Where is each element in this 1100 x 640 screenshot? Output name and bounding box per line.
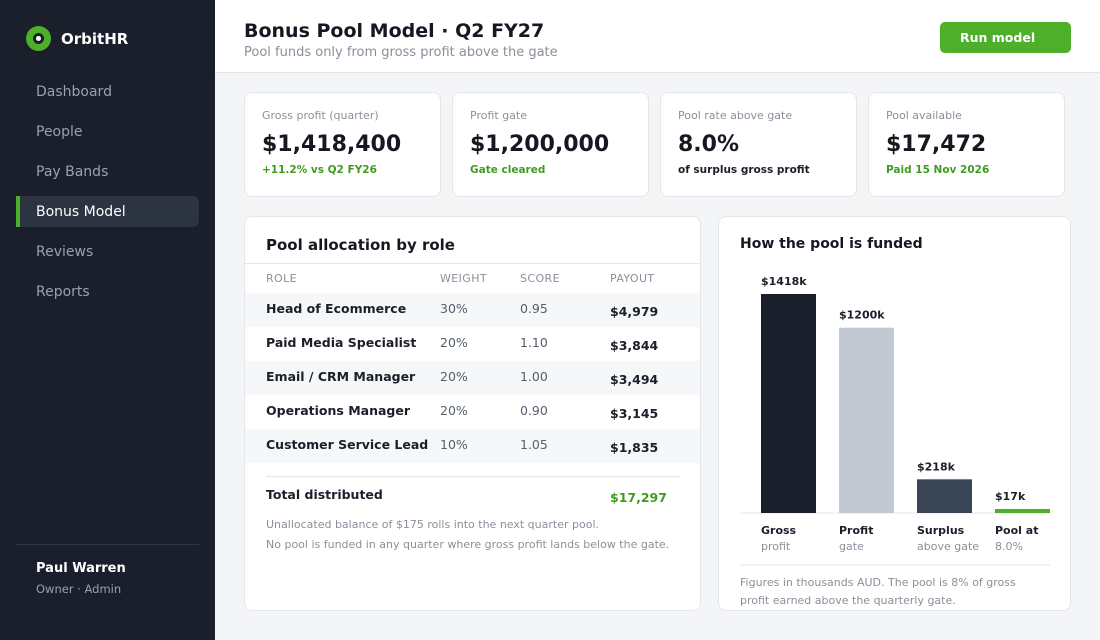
cell-weight: 10% <box>440 437 468 452</box>
page-header: Bonus Pool Model · Q2 FY27 Pool funds on… <box>215 0 1100 73</box>
table-row[interactable]: Operations Manager 20% 0.90 $3,145 <box>245 395 700 429</box>
cell-score: 1.05 <box>520 437 548 452</box>
cell-score: 0.90 <box>520 403 548 418</box>
cell-weight: 20% <box>440 369 468 384</box>
page-subtitle: Pool funds only from gross profit above … <box>244 45 558 60</box>
user-name: Paul Warren <box>36 561 126 576</box>
bar-3 <box>917 479 972 513</box>
cell-payout: $3,494 <box>610 372 659 387</box>
allocation-title: Pool allocation by role <box>266 236 455 254</box>
kpi-pool-available: Pool available $17,472 Paid 15 Nov 2026 <box>868 92 1065 197</box>
funding-title: How the pool is funded <box>740 236 923 252</box>
column-header-role: ROLE <box>266 272 297 285</box>
cell-weight: 20% <box>440 335 468 350</box>
data-label-1: $1418k <box>761 275 807 288</box>
brand[interactable]: OrbitHR <box>26 26 128 51</box>
bar-4 <box>995 509 1050 513</box>
data-label-3: $218k <box>917 460 956 473</box>
kpi-label: Pool available <box>886 109 962 122</box>
kpi-gross-profit: Gross profit (quarter) $1,418,400 +11.2%… <box>244 92 441 197</box>
kpi-label: Pool rate above gate <box>678 109 793 122</box>
cell-payout: $1,835 <box>610 440 659 455</box>
cell-role: Email / CRM Manager <box>266 369 416 384</box>
kpi-label: Profit gate <box>470 109 527 122</box>
funding-card: How the pool is funded $1418k Gross profit… <box>718 216 1071 611</box>
run-model-button[interactable]: Run model <box>940 22 1071 53</box>
data-label-4: $17k <box>995 490 1026 503</box>
category-sublabel-2: gate <box>839 540 864 553</box>
page-title: Bonus Pool Model · Q2 FY27 <box>244 20 545 42</box>
cell-score: 0.95 <box>520 301 548 316</box>
cell-score: 1.00 <box>520 369 548 384</box>
sidebar-item-pay-bands[interactable]: Pay Bands <box>36 163 109 180</box>
cell-score: 1.10 <box>520 335 548 350</box>
cell-role: Paid Media Specialist <box>266 335 417 350</box>
cell-role: Head of Ecommerce <box>266 301 407 316</box>
kpi-value: $1,200,000 <box>470 132 610 157</box>
category-label-1: Gross <box>761 524 797 537</box>
funding-bar-chart: $1418k Gross profit $1200k Profit gate $218k Su… <box>740 275 1050 566</box>
brand-name: OrbitHR <box>61 29 129 48</box>
sidebar-nav: Dashboard People Pay Bands Bonus Model R… <box>16 76 199 316</box>
table-row[interactable]: Email / CRM Manager 20% 1.00 $3,494 <box>245 361 700 395</box>
sidebar-item-dashboard[interactable]: Dashboard <box>36 83 112 100</box>
allocation-card: Pool allocation by role ROLE WEIGHT SCOR… <box>244 216 701 611</box>
kpi-value: $1,418,400 <box>262 132 402 157</box>
total-value: $17,297 <box>610 490 667 505</box>
category-sublabel-1: profit <box>761 540 791 553</box>
cell-payout: $4,979 <box>610 304 659 319</box>
kpi-note: of surplus gross profit <box>678 164 810 176</box>
table-row[interactable]: Customer Service Lead 10% 1.05 $1,835 <box>245 429 700 463</box>
sidebar-item-reviews[interactable]: Reviews <box>36 243 94 260</box>
kpi-note: Gate cleared <box>470 164 546 176</box>
table-row[interactable]: Head of Ecommerce 30% 0.95 $4,979 <box>245 293 700 327</box>
category-sublabel-3: above gate <box>917 540 979 553</box>
table-row[interactable]: Paid Media Specialist 20% 1.10 $3,844 <box>245 327 700 361</box>
category-sublabel-4: 8.0% <box>995 540 1023 553</box>
bar-2 <box>839 327 894 513</box>
cell-payout: $3,145 <box>610 406 659 421</box>
kpi-note: +11.2% vs Q2 FY26 <box>262 164 377 176</box>
kpi-note: Paid 15 Nov 2026 <box>886 164 990 176</box>
category-label-4: Pool at <box>995 524 1038 537</box>
bar-1 <box>761 294 816 513</box>
category-label-3: Surplus <box>917 524 965 537</box>
sidebar-item-bonus-model[interactable]: Bonus Model <box>16 196 199 227</box>
chart-footnote: Figures in thousands AUD. The pool is 8%… <box>740 576 1016 607</box>
total-label: Total distributed <box>266 487 383 502</box>
cell-payout: $3,844 <box>610 338 659 353</box>
gate-rule-note: No pool is funded in any quarter where g… <box>266 538 670 551</box>
kpi-profit-gate: Profit gate $1,200,000 Gate cleared <box>452 92 649 197</box>
cell-weight: 30% <box>440 301 468 316</box>
data-label-2: $1200k <box>839 309 885 322</box>
column-header-score: SCORE <box>520 272 560 285</box>
sidebar-item-people[interactable]: People <box>36 123 83 140</box>
column-header-payout: PAYOUT <box>610 272 655 285</box>
kpi-label: Gross profit (quarter) <box>262 109 379 122</box>
cell-weight: 20% <box>440 403 468 418</box>
column-header-weight: WEIGHT <box>440 272 487 285</box>
kpi-pool-rate: Pool rate above gate 8.0% of surplus gro… <box>660 92 857 197</box>
category-label-2: Profit <box>839 524 873 537</box>
total-row: Total distributed $17,297 <box>266 476 680 516</box>
kpi-value: $17,472 <box>886 132 987 157</box>
cell-role: Customer Service Lead <box>266 437 429 452</box>
cell-role: Operations Manager <box>266 403 410 418</box>
sidebar-item-reports[interactable]: Reports <box>36 283 90 300</box>
user-profile[interactable]: Paul Warren Owner · Admin <box>16 544 199 596</box>
table-body: Head of Ecommerce 30% 0.95 $4,979 Paid M… <box>245 293 700 463</box>
table-header: ROLE WEIGHT SCORE PAYOUT <box>245 263 700 292</box>
kpi-value: 8.0% <box>678 132 740 157</box>
user-role: Owner · Admin <box>36 582 122 596</box>
unallocated-note: Unallocated balance of $175 rolls into t… <box>266 518 599 531</box>
orbit-logo-icon <box>26 26 51 51</box>
sidebar: OrbitHR Dashboard People Pay Bands Bonus… <box>0 0 215 640</box>
